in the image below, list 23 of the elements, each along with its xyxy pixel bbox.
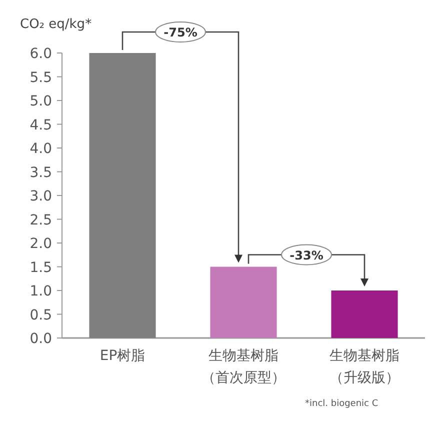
y-tick-label: 5.5 [30,70,52,86]
y-tick-label: 3.0 [30,188,52,204]
text: -75% [164,26,198,40]
text: *incl. biogenic C [305,399,378,409]
y-tick-label: 0.0 [30,331,52,347]
y-tick-label: 0.5 [30,307,52,324]
x-tick-label: EP树脂 [100,348,146,364]
y-tick-label: 5.0 [30,94,52,110]
y-tick-label: 2.5 [30,212,52,228]
y-tick-label: 3.5 [30,164,52,181]
x-tick-label: 生物基树脂（首次原型） [202,348,286,386]
y-tick-label: 4.0 [30,141,52,157]
bar [210,266,277,338]
y-tick-label: 6.0 [30,46,52,62]
bar [331,290,398,338]
y-tick-label: 1.5 [30,260,52,276]
y-tick-label: 4.5 [30,117,52,134]
y-tick-label: 1.0 [30,284,52,300]
annotation: -33% [290,248,324,262]
y-axis-title: CO₂ eq/kg* [20,17,92,32]
y-tick-label: 2.0 [30,236,52,252]
bar [89,53,156,338]
x-tick-label: 生物基树脂（升级版） [330,348,400,386]
